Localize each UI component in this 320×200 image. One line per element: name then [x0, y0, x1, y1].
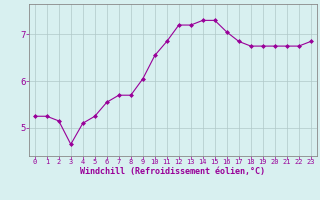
X-axis label: Windchill (Refroidissement éolien,°C): Windchill (Refroidissement éolien,°C)	[80, 167, 265, 176]
